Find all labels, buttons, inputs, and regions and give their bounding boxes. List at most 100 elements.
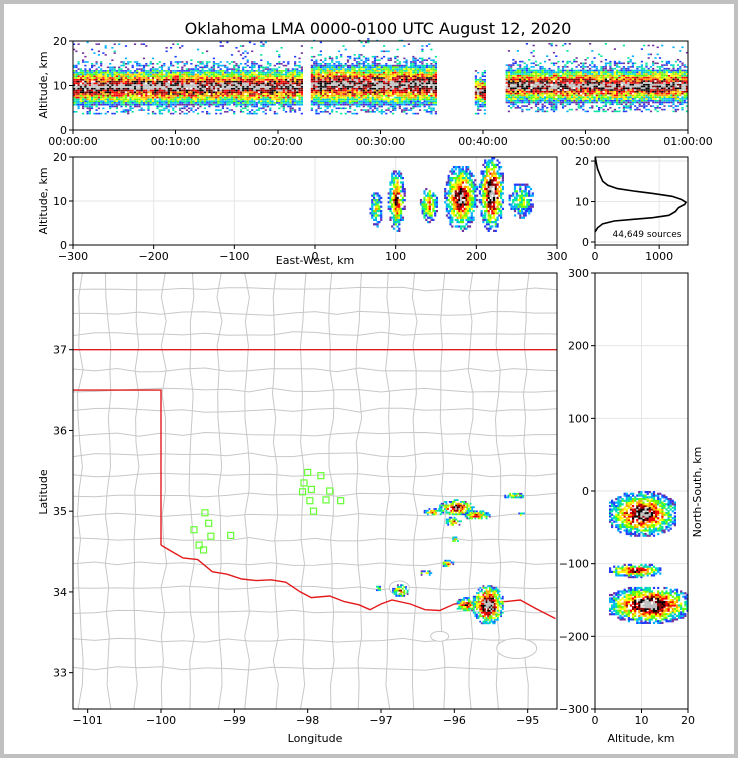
density-cell	[242, 68, 245, 70]
density-cell	[109, 100, 112, 102]
density-cell	[575, 60, 578, 63]
density-cell	[91, 84, 94, 86]
density-cell	[512, 76, 515, 79]
density-cell	[165, 86, 168, 88]
density-cell	[176, 73, 179, 76]
density-cell	[100, 93, 103, 95]
density-cell	[351, 86, 354, 88]
density-cell	[385, 102, 388, 104]
density-cell	[239, 77, 243, 79]
density-cell	[367, 75, 370, 77]
density-cell	[142, 96, 146, 99]
density-cell	[331, 59, 334, 61]
density-cell	[151, 63, 155, 65]
density-cell	[410, 64, 413, 67]
density-cell	[349, 79, 352, 81]
density-cell	[425, 109, 428, 111]
density-cell	[559, 96, 562, 98]
density-cell	[342, 95, 345, 97]
density-cell	[210, 93, 213, 95]
density-cell	[264, 93, 267, 95]
density-cell	[237, 68, 240, 70]
density-cell	[401, 95, 404, 97]
density-cell	[580, 94, 583, 97]
density-cell	[106, 70, 109, 72]
density-cell	[217, 96, 220, 99]
density-cell	[203, 84, 206, 86]
density-cell	[253, 93, 256, 95]
density-cell	[577, 80, 580, 82]
density-cell	[407, 87, 410, 90]
density-cell	[77, 103, 80, 106]
density-cell	[190, 70, 193, 72]
density-cell	[287, 98, 290, 101]
density-cell	[428, 102, 431, 104]
density-cell	[82, 105, 85, 108]
density-cell	[416, 103, 419, 106]
density-cell	[109, 75, 112, 77]
density-cell	[109, 103, 112, 106]
density-cell	[394, 73, 397, 76]
density-cell	[147, 107, 150, 110]
density-cell	[521, 83, 524, 86]
density-cell	[430, 68, 433, 70]
density-cell	[221, 100, 224, 102]
density-cell	[154, 73, 157, 76]
density-cell	[559, 69, 562, 72]
density-cell	[260, 84, 263, 86]
density-cell	[561, 105, 565, 107]
density-cell	[405, 68, 408, 70]
density-cell	[145, 79, 148, 81]
density-cell	[349, 55, 352, 58]
density-cell	[170, 91, 173, 94]
density-cell	[172, 43, 175, 45]
density-cell	[401, 70, 404, 72]
density-cell	[289, 109, 292, 111]
density-cell	[561, 89, 565, 91]
density-cell	[550, 92, 553, 95]
density-cell	[532, 66, 535, 68]
density-cell	[326, 75, 329, 77]
density-cell	[287, 86, 290, 88]
density-cell	[516, 99, 519, 102]
density-cell	[317, 93, 320, 95]
density-cell	[82, 73, 85, 76]
density-cell	[349, 93, 352, 95]
density-cell	[516, 107, 519, 109]
density-cell	[310, 66, 313, 69]
density-cell	[269, 86, 272, 88]
density-cell	[344, 100, 347, 102]
density-cell	[296, 82, 299, 85]
density-cell	[373, 102, 377, 104]
density-cell	[394, 100, 397, 102]
density-cell	[260, 75, 263, 77]
density-cell	[289, 95, 292, 97]
density-cell	[133, 105, 137, 108]
density-cell	[537, 107, 540, 109]
density-cell	[170, 89, 173, 92]
density-cell	[197, 79, 200, 81]
density-cell	[199, 71, 202, 74]
density-cell	[319, 82, 322, 85]
density-cell	[77, 86, 80, 88]
density-cell	[580, 96, 583, 98]
density-cell	[483, 109, 486, 111]
density-cell	[552, 76, 556, 79]
density-cell	[369, 96, 372, 99]
density-cell	[235, 80, 238, 83]
density-cell	[75, 86, 78, 88]
density-cell	[82, 98, 85, 101]
density-cell	[378, 64, 381, 67]
density-cell	[546, 78, 549, 81]
density-cell	[376, 91, 379, 94]
density-cell	[559, 89, 562, 91]
density-cell	[212, 102, 215, 104]
density-cell	[298, 80, 301, 83]
density-cell	[474, 84, 477, 86]
density-cell	[129, 89, 132, 92]
density-cell	[367, 80, 370, 83]
density-cell	[165, 98, 168, 101]
density-cell	[432, 109, 435, 111]
density-cell	[519, 91, 522, 93]
density-cell	[575, 94, 578, 97]
